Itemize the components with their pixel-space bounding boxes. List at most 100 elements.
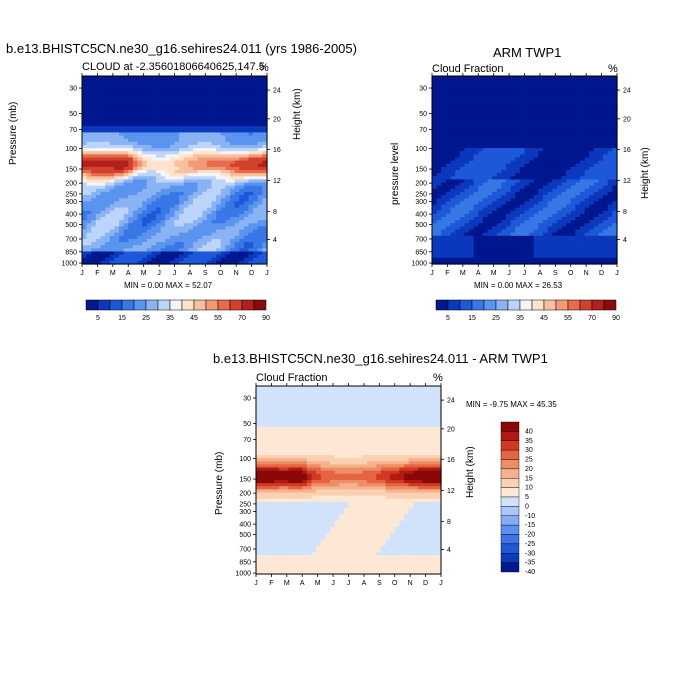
contour-cell bbox=[459, 97, 465, 102]
contour-cell bbox=[225, 119, 231, 124]
contour-cell bbox=[253, 229, 259, 234]
contour-cell bbox=[607, 79, 613, 83]
contour-cell bbox=[128, 248, 134, 253]
contour-cell bbox=[256, 442, 262, 447]
contour-cell bbox=[487, 210, 493, 215]
contour-cell bbox=[146, 141, 152, 146]
contour-cell bbox=[82, 79, 88, 83]
contour-cell bbox=[188, 107, 194, 112]
x-tick-label: D bbox=[599, 270, 604, 277]
contour-cell bbox=[496, 101, 502, 105]
contour-cell bbox=[552, 179, 558, 184]
contour-cell bbox=[193, 210, 199, 215]
contour-cell bbox=[256, 436, 262, 440]
contour-cell bbox=[524, 248, 530, 253]
contour-cell bbox=[469, 170, 475, 174]
contour-cell bbox=[478, 182, 484, 187]
contour-cell bbox=[220, 179, 226, 184]
contour-cell bbox=[156, 129, 162, 133]
contour-cell bbox=[100, 157, 106, 162]
contour-cell bbox=[132, 213, 139, 218]
contour-cell bbox=[519, 260, 526, 265]
contour-cell bbox=[501, 132, 507, 137]
contour-cell bbox=[566, 160, 572, 165]
contour-cell bbox=[593, 179, 600, 184]
contour-cell bbox=[216, 163, 222, 168]
contour-cell bbox=[193, 248, 199, 253]
contour-cell bbox=[146, 176, 152, 180]
contour-cell bbox=[580, 195, 586, 199]
contour-cell bbox=[441, 173, 447, 177]
contour-cell bbox=[230, 191, 236, 196]
contour-cell bbox=[234, 201, 240, 206]
contour-cell bbox=[469, 201, 475, 206]
contour-cell bbox=[243, 107, 250, 112]
contour-cell bbox=[179, 182, 185, 187]
contour-cell bbox=[262, 179, 268, 184]
contour-cell bbox=[132, 210, 139, 215]
contour-cell bbox=[580, 138, 586, 143]
contour-cell bbox=[169, 88, 176, 93]
contour-cell bbox=[501, 101, 507, 105]
contour-cell bbox=[487, 85, 493, 90]
contour-cell bbox=[496, 223, 502, 227]
contour-cell bbox=[114, 166, 120, 171]
contour-cell bbox=[183, 245, 189, 249]
contour-cell bbox=[105, 248, 111, 253]
contour-cell bbox=[501, 260, 507, 265]
contour-cell bbox=[243, 116, 250, 121]
contour-cell bbox=[469, 123, 475, 127]
contour-cell bbox=[510, 232, 516, 237]
contour-cell bbox=[137, 157, 143, 162]
contour-cell bbox=[174, 110, 180, 115]
contour-cell bbox=[197, 248, 203, 253]
contour-cell bbox=[197, 166, 203, 171]
contour-cell bbox=[169, 238, 176, 243]
contour-cell bbox=[552, 176, 558, 180]
contour-cell bbox=[234, 217, 240, 221]
contour-cell bbox=[561, 188, 567, 193]
contour-cell bbox=[441, 82, 447, 86]
contour-cell bbox=[239, 79, 245, 83]
contour-cell bbox=[603, 132, 609, 137]
contour-cell bbox=[501, 157, 507, 162]
contour-cell bbox=[543, 76, 549, 80]
contour-cell bbox=[243, 113, 250, 118]
contour-cell bbox=[450, 170, 456, 174]
contour-cell bbox=[533, 110, 539, 115]
contour-cell bbox=[492, 232, 498, 237]
contour-cell bbox=[128, 195, 134, 199]
contour-cell bbox=[556, 220, 563, 224]
contour-cell bbox=[445, 135, 452, 140]
contour-cell bbox=[478, 148, 484, 152]
contour-cell bbox=[589, 188, 595, 193]
contour-cell bbox=[589, 213, 595, 218]
contour-cell bbox=[589, 123, 595, 127]
contour-cell bbox=[510, 101, 516, 105]
contour-cell bbox=[492, 101, 498, 105]
contour-cell bbox=[556, 163, 563, 168]
contour-cell bbox=[211, 254, 217, 259]
contour-cell bbox=[492, 76, 498, 80]
contour-cell bbox=[256, 448, 262, 453]
contour-cell bbox=[519, 176, 526, 180]
contour-cell bbox=[598, 119, 604, 124]
contour-cell bbox=[82, 176, 88, 180]
contour-cell bbox=[529, 126, 535, 130]
contour-cell bbox=[510, 198, 516, 202]
contour-cell bbox=[547, 104, 553, 108]
contour-cell bbox=[262, 113, 268, 118]
contour-cell bbox=[151, 154, 157, 159]
contour-cell bbox=[538, 232, 544, 237]
y-tick-label: 400 bbox=[65, 212, 77, 219]
contour-cell bbox=[234, 213, 240, 218]
contour-cell bbox=[256, 458, 262, 462]
contour-cell bbox=[459, 251, 465, 256]
contour-cell bbox=[561, 104, 567, 108]
contour-cell bbox=[193, 148, 199, 152]
contour-cell bbox=[91, 129, 97, 133]
contour-cell bbox=[179, 88, 185, 93]
contour-cell bbox=[105, 176, 111, 180]
contour-cell bbox=[538, 163, 544, 168]
contour-cell bbox=[234, 260, 240, 265]
